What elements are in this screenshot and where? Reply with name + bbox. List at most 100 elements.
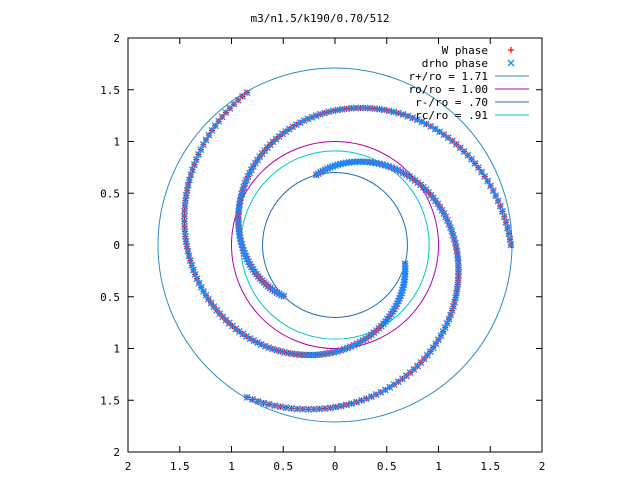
drho-phase-point xyxy=(185,252,193,260)
drho-phase-point xyxy=(246,335,254,343)
drho-phase-point xyxy=(440,131,448,139)
y-tick-label: 1.5 xyxy=(100,84,120,97)
x-tick-label: 0.5 xyxy=(377,460,397,473)
drho-phase-point xyxy=(239,330,247,338)
drho-phase-point xyxy=(401,262,409,270)
drho-phase-point xyxy=(443,216,451,224)
drho-phase-point xyxy=(481,173,489,181)
x-tick-label: 2 xyxy=(539,460,546,473)
drho-phase-point xyxy=(312,112,320,120)
x-axis: 2 1.5 1 0.5 0 0.5 1 1.5 2 xyxy=(125,38,546,473)
drho-phase-point xyxy=(401,270,409,278)
drho-phase-point xyxy=(260,399,268,407)
drho-phase-point xyxy=(293,405,301,413)
drho-phase-point xyxy=(265,344,273,352)
drho-phase-point xyxy=(442,213,450,221)
drho-phase-point xyxy=(434,336,442,344)
drho-phase-point xyxy=(193,275,201,283)
drho-phase-point xyxy=(358,396,366,404)
drho-phase-point xyxy=(282,404,290,412)
drho-phase-point xyxy=(189,166,197,174)
legend-label: ro/ro = 1.00 xyxy=(409,83,488,96)
drho-phase-point xyxy=(347,400,355,408)
drho-phase-point xyxy=(257,340,265,348)
drho-phase-point xyxy=(427,122,435,130)
drho-phase-point xyxy=(447,224,454,232)
drho-phase-point xyxy=(500,213,508,221)
drho-phase-point xyxy=(394,378,402,386)
drho-phase-point xyxy=(280,292,288,300)
phase-points xyxy=(180,89,515,413)
drho-phase-point xyxy=(431,125,439,133)
drho-phase-point xyxy=(449,231,457,239)
legend-label: rc/ro = .91 xyxy=(415,109,488,122)
drho-phase-point xyxy=(299,405,307,413)
y-tick-label: 2 xyxy=(113,446,120,459)
drho-phase-point xyxy=(249,395,257,403)
drho-phase-point xyxy=(261,342,269,350)
legend-marker xyxy=(508,47,514,53)
drho-phase-point xyxy=(440,210,448,218)
drho-phase-point xyxy=(246,169,254,177)
drho-phase-point xyxy=(202,136,210,144)
drho-phase-point xyxy=(377,388,385,396)
drho-phase-point xyxy=(445,315,453,323)
drho-phase-point xyxy=(205,131,213,139)
drho-phase-point xyxy=(215,117,223,125)
drho-phase-point xyxy=(326,404,334,412)
drho-phase-point xyxy=(185,176,193,184)
drho-phase-point xyxy=(208,126,216,134)
drho-phase-point xyxy=(247,166,255,174)
x-tick-label: 1 xyxy=(228,460,235,473)
drho-phase-point xyxy=(253,156,261,164)
legend-marker xyxy=(507,59,515,67)
drho-phase-point xyxy=(441,323,449,331)
x-tick-label: 1.5 xyxy=(170,460,190,473)
drho-phase-point xyxy=(484,177,492,185)
drho-phase-point xyxy=(211,122,219,130)
legend-label: r-/ro = .70 xyxy=(415,96,488,109)
drho-phase-point xyxy=(312,171,320,179)
drho-phase-point xyxy=(308,113,316,121)
drho-phase-point xyxy=(265,400,273,408)
drho-phase-point xyxy=(273,346,281,354)
legend-label: r+/ro = 1.71 xyxy=(409,70,488,83)
drho-phase-point xyxy=(436,203,444,211)
drho-phase-point xyxy=(432,340,440,348)
drho-phase-point xyxy=(489,187,497,195)
y-axis: 2 1.5 1 0.5 0 0.5 1 1.5 2 xyxy=(100,32,542,459)
legend-label: drho phase xyxy=(422,57,488,70)
drho-phase-point xyxy=(332,403,340,411)
drho-phase-point xyxy=(363,395,371,403)
drho-phase-point xyxy=(436,128,444,136)
drho-phase-point xyxy=(180,212,188,220)
drho-phase-point xyxy=(443,319,451,327)
drho-phase-point xyxy=(285,125,293,133)
drho-phase-point xyxy=(189,266,197,274)
drho-phase-point xyxy=(304,115,312,123)
drho-phase-point xyxy=(243,393,251,401)
drho-phase-point xyxy=(367,393,375,401)
drho-phase-point xyxy=(192,156,200,164)
drho-phase-point xyxy=(353,398,361,406)
drho-phase-point xyxy=(429,344,437,352)
drho-phase-point xyxy=(276,403,284,411)
drho-phase-point xyxy=(450,235,458,243)
drho-phase-point xyxy=(381,386,389,394)
drho-phase-point xyxy=(251,159,259,167)
drho-phase-point xyxy=(337,402,345,410)
drho-phase-point xyxy=(492,192,500,200)
drho-phase-point xyxy=(250,337,258,345)
drho-phase-point xyxy=(503,224,511,232)
drho-phase-point xyxy=(202,291,210,299)
drho-phase-point xyxy=(188,261,196,269)
drho-phase-point xyxy=(269,345,277,353)
y-tick-label: 0.5 xyxy=(100,291,120,304)
drho-phase-point xyxy=(292,121,300,129)
drho-phase-point xyxy=(300,117,308,125)
y-tick-label: 1 xyxy=(113,136,120,149)
drho-phase-point xyxy=(254,397,262,405)
drho-phase-point xyxy=(316,110,324,118)
